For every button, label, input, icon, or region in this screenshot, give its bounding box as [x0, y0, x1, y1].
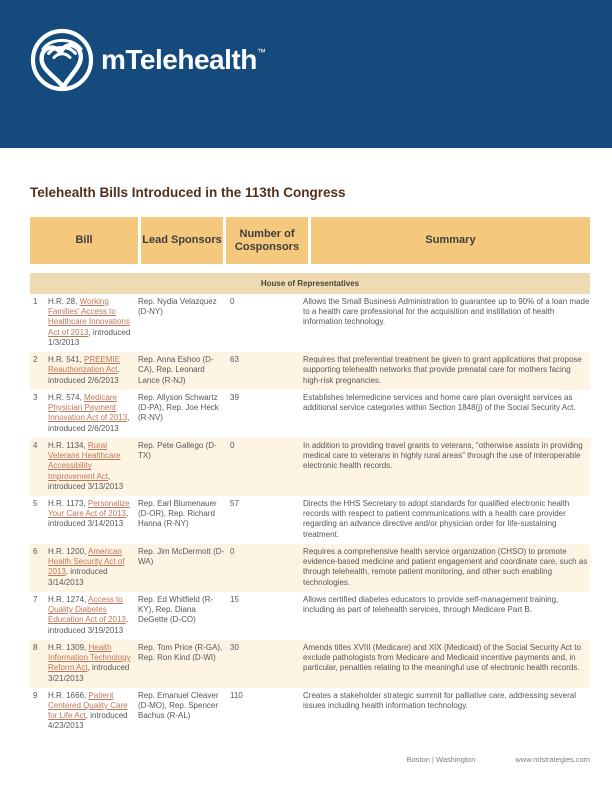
- bill-link[interactable]: PREEMIE Reauthorization Act: [48, 355, 121, 375]
- column-header-number-of-cosponsors: Number of Cosponsors: [226, 217, 308, 264]
- bill-link[interactable]: Medicare Physician Payment Innovation Ac…: [48, 392, 128, 423]
- bill-cell: H.R. 28, Working Families' Access to Hea…: [48, 297, 138, 348]
- row-number: 8: [33, 642, 38, 652]
- row-number: 3: [33, 392, 38, 402]
- bill-suffix: , introduced 4/23/2013: [48, 711, 128, 731]
- bill-cell: H.R. 1173, Personalize Your Care Act of …: [48, 499, 138, 530]
- summary-cell: Creates a stakeholder strategic summit f…: [303, 690, 577, 710]
- bill-suffix: , introduced 2/6/2013: [48, 413, 130, 433]
- lead-sponsors-cell: Rep. Ed Whitfield (R-KY), Rep. Diana DeG…: [138, 594, 214, 625]
- section-header-house: House of Representatives: [30, 273, 590, 294]
- row-number: 7: [33, 594, 38, 604]
- row-number: 2: [33, 355, 38, 365]
- bill-suffix: , introduced 1/3/2013: [48, 327, 131, 347]
- bill-prefix: H.R. 1309,: [48, 642, 89, 652]
- bill-suffix: , introduced 3/19/2013: [48, 615, 129, 635]
- table-header-row: Bill Lead Sponsors Number of Cosponsors …: [30, 217, 590, 264]
- summary-cell: Requires a comprehensive health service …: [303, 546, 588, 587]
- column-header-lead-sponsors: Lead Sponsors: [141, 217, 223, 264]
- bill-prefix: H.R. 1134,: [48, 440, 88, 450]
- row-number: 1: [33, 297, 38, 306]
- table-body: 1 H.R. 28, Working Families' Access to H…: [30, 294, 590, 736]
- row-number: 4: [33, 440, 38, 450]
- table-row: 6 H.R. 1200, American Health Security Ac…: [30, 543, 590, 592]
- summary-cell: Establishes telemedicine services and ho…: [303, 392, 576, 413]
- summary-cell: Requires that preferential treatment be …: [303, 355, 582, 385]
- table-row: 4 H.R. 1134, Rural Veterans Healthcare A…: [30, 437, 590, 496]
- lead-sponsors-cell: Rep. Jim McDermott (D-WA): [138, 546, 225, 567]
- bill-prefix: H.R. 541,: [48, 355, 85, 365]
- bills-table: Bill Lead Sponsors Number of Cosponsors …: [30, 217, 590, 736]
- lead-sponsors-cell: Rep. Emanuel Cleaver (D-MO), Rep. Spence…: [138, 690, 219, 721]
- top-banner: mTelehealth™: [0, 0, 612, 148]
- table-row: 8 H.R. 1309, Health Information Technolo…: [30, 639, 590, 688]
- cosponsors-cell: 110: [230, 690, 243, 700]
- bill-link[interactable]: Working Families' Access to Healthcare I…: [48, 297, 130, 337]
- cosponsors-cell: 30: [230, 642, 239, 652]
- table-row: 7 H.R. 1274, Access to Quality Diabetes …: [30, 592, 590, 640]
- lead-sponsors-cell: Rep. Anna Eshoo (D-CA), Rep. Leonard Lan…: [138, 355, 214, 385]
- footer-website-link[interactable]: www.mlstrategies.com: [515, 755, 590, 764]
- bill-cell: H.R. 1274, Access to Quality Diabetes Ed…: [48, 595, 138, 636]
- bill-cell: H.R. 574, Medicare Physician Payment Inn…: [48, 393, 138, 434]
- bill-prefix: H.R. 1274,: [48, 594, 89, 604]
- lead-sponsors-cell: Rep. Nydia Velazquez (D-NY): [138, 297, 217, 317]
- bill-link[interactable]: Personalize Your Care Act of 2013: [48, 498, 130, 519]
- bill-link[interactable]: American Health Security Act of 2013: [48, 546, 125, 577]
- bill-suffix: , introduced 3/13/2013: [48, 471, 124, 491]
- row-number: 6: [33, 546, 38, 556]
- bill-cell: H.R. 1200, American Health Security Act …: [48, 547, 138, 588]
- table-row: 3 H.R. 574, Medicare Physician Payment I…: [30, 390, 590, 438]
- bill-suffix: , introduced 3/21/2013: [48, 663, 130, 683]
- bill-link[interactable]: Rural Veterans Healthcare Accessibility …: [48, 440, 121, 481]
- row-number: 9: [33, 690, 38, 700]
- footer-locations: Boston | Washington: [406, 755, 476, 764]
- bill-suffix: , introduced 3/14/2013: [48, 509, 129, 529]
- bill-prefix: H.R. 28,: [48, 297, 80, 306]
- lead-sponsors-cell: Rep. Pete Gallego (D-TX): [138, 440, 217, 461]
- bill-cell: H.R. 541, PREEMIE Reauthorization Act, i…: [48, 355, 138, 386]
- bill-prefix: H.R. 1666,: [48, 690, 89, 700]
- cosponsors-cell: 15: [230, 594, 239, 604]
- summary-cell: In addition to providing travel grants t…: [303, 440, 583, 471]
- bill-prefix: H.R. 574,: [48, 392, 85, 402]
- page-title: Telehealth Bills Introduced in the 113th…: [30, 185, 346, 200]
- table-row: 5 H.R. 1173, Personalize Your Care Act o…: [30, 496, 590, 544]
- table-row: 9 H.R. 1666, Patient Centered Quality Ca…: [30, 688, 590, 736]
- page-footer: Boston | Washington www.mlstrategies.com: [407, 755, 590, 764]
- lead-sponsors-cell: Rep. Tom Price (R-GA), Rep. Ron Kind (D-…: [138, 642, 223, 663]
- bill-cell: H.R. 1134, Rural Veterans Healthcare Acc…: [48, 441, 138, 492]
- lead-sponsors-cell: Rep. Earl Blumenauer (D-OR), Rep. Richar…: [138, 498, 217, 529]
- cosponsors-cell: 57: [230, 498, 239, 508]
- bill-cell: H.R. 1666, Patient Centered Quality Care…: [48, 691, 138, 732]
- bill-cell: H.R. 1309, Health Information Technology…: [48, 643, 138, 684]
- logo-wordmark: mTelehealth™: [101, 44, 266, 75]
- cosponsors-cell: 0: [230, 546, 235, 556]
- lead-sponsors-cell: Rep. Allyson Schwartz (D-PA), Rep. Joe H…: [138, 392, 219, 423]
- bill-prefix: H.R. 1200,: [48, 546, 89, 556]
- bill-prefix: H.R. 1173,: [48, 498, 88, 508]
- table-row: 2 H.R. 541, PREEMIE Reauthorization Act,…: [30, 352, 590, 390]
- cosponsors-cell: 63: [230, 355, 239, 365]
- summary-cell: Allows certified diabetes educators to p…: [303, 594, 559, 615]
- cosponsors-cell: 0: [230, 440, 235, 450]
- summary-cell: Amends titles XVIII (Medicare) and XIX (…: [303, 642, 581, 673]
- trademark-symbol: ™: [256, 47, 266, 57]
- row-number: 5: [33, 498, 38, 508]
- mtelehealth-logo: mTelehealth™: [28, 24, 266, 96]
- heart-signal-icon: [28, 24, 96, 96]
- column-header-bill: Bill: [30, 217, 138, 264]
- bill-link[interactable]: Health Information Technology Reform Act: [48, 642, 131, 673]
- cosponsors-cell: 39: [230, 392, 239, 402]
- cosponsors-cell: 0: [230, 297, 235, 306]
- bill-suffix: , introduced 3/14/2013: [48, 567, 108, 587]
- table-row: 1 H.R. 28, Working Families' Access to H…: [30, 294, 590, 352]
- bill-suffix: , introduced 2/6/2013: [48, 365, 120, 385]
- column-header-summary: Summary: [311, 217, 590, 264]
- summary-cell: Directs the HHS Secretary to adopt stand…: [303, 498, 570, 539]
- bill-link[interactable]: Patient Centered Quality Care for Life A…: [48, 690, 128, 721]
- bill-link[interactable]: Access to Quality Diabetes Education Act…: [48, 594, 126, 625]
- summary-cell: Allows the Small Business Administration…: [303, 297, 590, 327]
